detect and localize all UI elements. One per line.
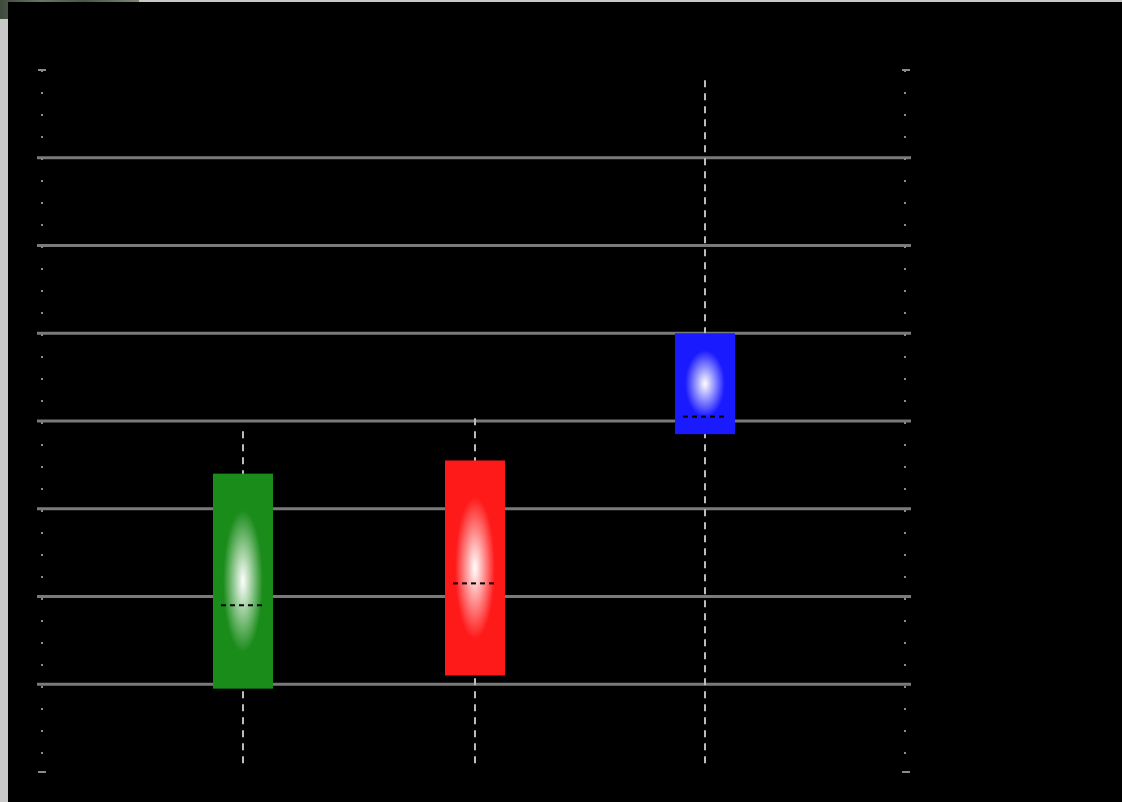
edge-ticks (38, 69, 910, 773)
box-1 (213, 429, 273, 764)
plot-area (8, 2, 1122, 802)
window-left-edge (0, 0, 8, 802)
box-body-2 (445, 460, 505, 676)
boxes (213, 78, 735, 764)
box-body-3 (675, 333, 735, 435)
box-3 (675, 78, 735, 764)
window-top-edge (0, 0, 1122, 2)
box-plot-chart (37, 69, 911, 773)
box-body-1 (213, 473, 273, 689)
box-2 (445, 412, 505, 764)
